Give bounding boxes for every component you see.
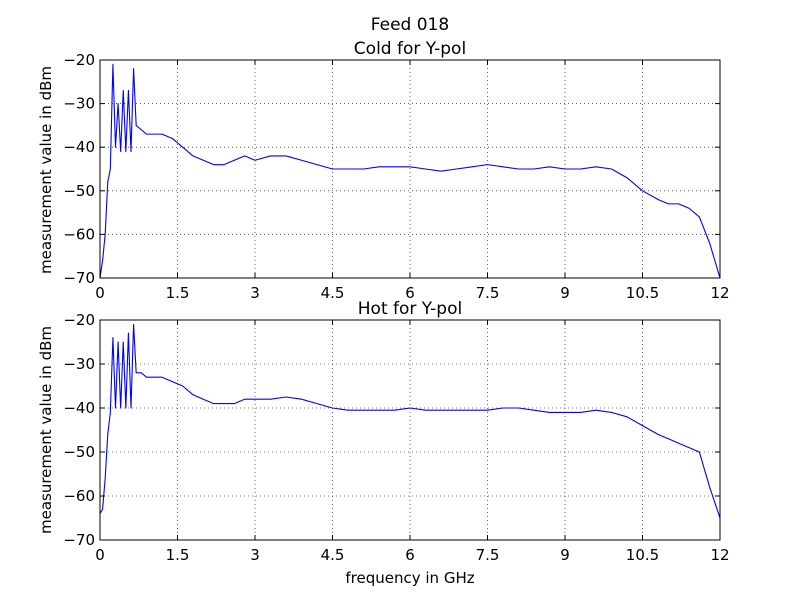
hot-xtick-label: 0	[95, 546, 105, 564]
cold-xtick-label: 1.5	[166, 284, 190, 302]
cold-xtick-label: 3	[250, 284, 260, 302]
hot-xtick-label: 3	[250, 546, 260, 564]
cold-ypol-panel: Cold for Y-pol measurement value in dBm …	[37, 39, 730, 302]
cold-xtick-label: 7.5	[476, 284, 500, 302]
hot-xtick-label: 6	[405, 546, 415, 564]
cold-xtick-label: 12	[710, 284, 729, 302]
figure-suptitle: Feed 018	[371, 15, 449, 35]
hot-series-line	[99, 323, 721, 519]
hot-xtick-label: 1.5	[166, 546, 190, 564]
hot-ytick-label: −20	[63, 311, 95, 329]
cold-xtick-label: 6	[405, 284, 415, 302]
cold-xtick-label: 4.5	[321, 284, 345, 302]
cold-ytick-label: −50	[63, 182, 95, 200]
cold-ylabel: measurement value in dBm	[37, 66, 55, 274]
cold-xtick-label: 9	[560, 284, 570, 302]
hot-xtick-label: 12	[710, 546, 729, 564]
hot-ytick-label: −40	[63, 399, 95, 417]
cold-panel-title: Cold for Y-pol	[354, 39, 466, 59]
cold-xtick-label: 0	[95, 284, 105, 302]
hot-ypol-panel: Hot for Y-pol measurement value in dBm 0…	[37, 299, 730, 564]
hot-ytick-label: −70	[63, 531, 95, 549]
cold-series-line	[99, 63, 721, 279]
hot-ytick-label: −50	[63, 443, 95, 461]
hot-panel-title: Hot for Y-pol	[358, 299, 462, 319]
x-axis-label: frequency in GHz	[345, 569, 474, 587]
cold-ytick-label: −30	[63, 95, 95, 113]
hot-ytick-label: −60	[63, 487, 95, 505]
cold-ytick-label: −60	[63, 225, 95, 243]
cold-ytick-label: −40	[63, 138, 95, 156]
hot-xtick-label: 9	[560, 546, 570, 564]
cold-ytick-label: −70	[63, 269, 95, 287]
hot-ylabel: measurement value in dBm	[37, 326, 55, 534]
cold-ytick-label: −20	[63, 51, 95, 69]
hot-xtick-label: 7.5	[476, 546, 500, 564]
cold-xtick-label: 10.5	[626, 284, 659, 302]
hot-ytick-label: −30	[63, 355, 95, 373]
hot-xtick-label: 4.5	[321, 546, 345, 564]
hot-xtick-label: 10.5	[626, 546, 659, 564]
